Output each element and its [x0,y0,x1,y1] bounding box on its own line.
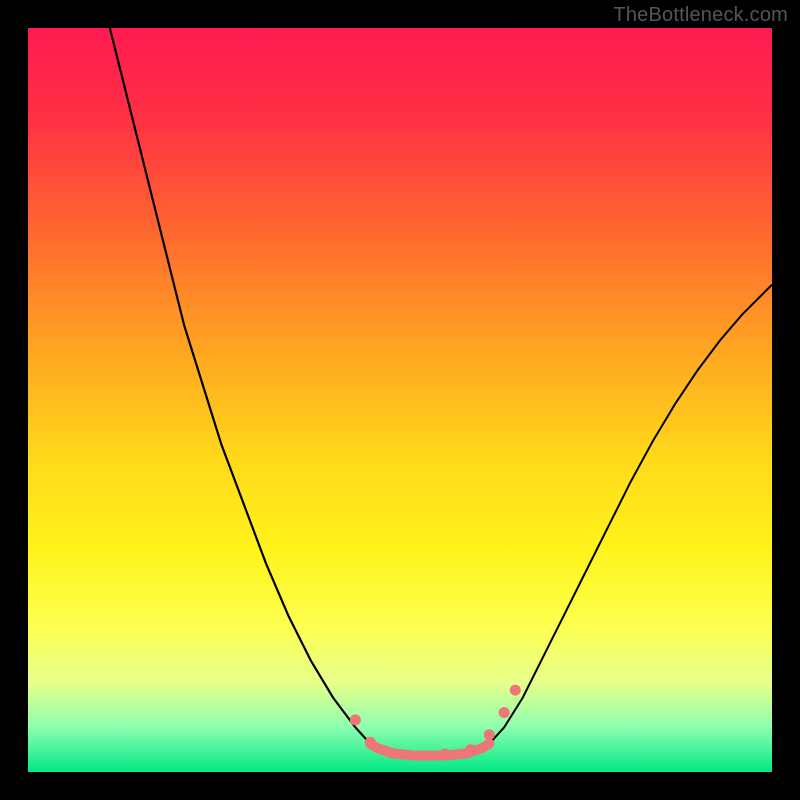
marker-dot [484,729,495,740]
bottleneck-chart [0,0,800,800]
marker-dot [387,748,398,759]
marker-dot [499,707,510,718]
marker-dot [465,744,476,755]
chart-container: TheBottleneck.com [0,0,800,800]
marker-dot [510,685,521,696]
marker-dot [439,749,450,760]
watermark-text: TheBottleneck.com [613,4,788,27]
gradient-plot-area [28,28,772,772]
marker-dot [365,737,376,748]
marker-dot [350,714,361,725]
